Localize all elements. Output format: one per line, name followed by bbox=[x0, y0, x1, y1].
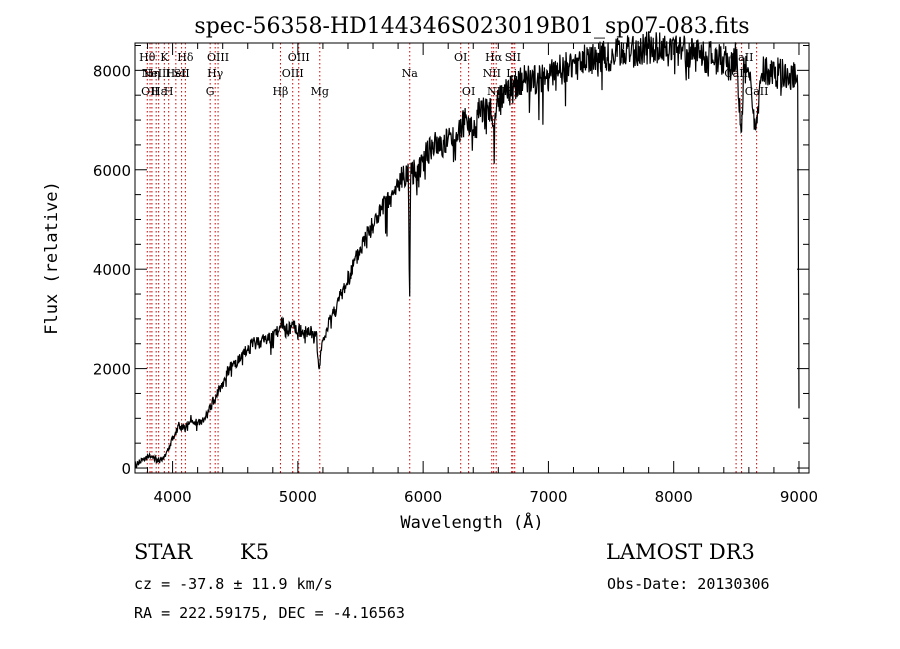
x-tick-label-1: 5000 bbox=[279, 488, 317, 506]
line-label-4: Hε bbox=[151, 85, 167, 98]
line-label-7: HeI bbox=[166, 67, 186, 80]
ra-dec: RA = 222.59175, DEC = -4.16563 bbox=[134, 604, 405, 622]
plot-frame bbox=[134, 42, 810, 474]
line-label-3: NeIII bbox=[142, 67, 171, 80]
line-label-0: Hθ bbox=[139, 51, 156, 64]
line-label-14: OIII bbox=[282, 67, 304, 80]
observation-date: Obs-Date: 20130306 bbox=[607, 575, 770, 593]
line-label-6: H bbox=[164, 85, 174, 98]
line-label-15: OIII bbox=[288, 51, 310, 64]
line-label-10: G bbox=[206, 85, 215, 98]
line-label-1: OII bbox=[141, 85, 159, 98]
spectral-line-markers bbox=[146, 43, 758, 473]
x-tick-label-4: 8000 bbox=[655, 488, 693, 506]
line-label-23: Li bbox=[506, 67, 517, 80]
x-tick-label-2: 6000 bbox=[404, 488, 442, 506]
y-tick-label-3: 6000 bbox=[93, 162, 131, 180]
y-tick-label-0: 0 bbox=[121, 460, 131, 478]
object-class: STAR bbox=[134, 540, 193, 564]
line-label-21: Hα bbox=[485, 51, 503, 64]
line-label-17: Na bbox=[402, 67, 419, 80]
line-label-2: Hη bbox=[144, 67, 160, 80]
y-tick-label-4: 8000 bbox=[93, 62, 131, 80]
axis-ticks: 4000 5000 6000 7000 8000 9000 0 2000 4000 6000 800… bbox=[93, 43, 818, 506]
chart-title: spec-56358-HD144346S023019B01_sp07-083.f… bbox=[194, 14, 749, 39]
x-tick-label-3: 7000 bbox=[529, 488, 567, 506]
line-label-19: OI bbox=[462, 85, 475, 98]
line-label-13: Hβ bbox=[272, 85, 288, 98]
line-label-20: NII bbox=[483, 67, 501, 80]
x-tick-label-5: 9000 bbox=[780, 488, 818, 506]
line-label-16: Mg bbox=[311, 85, 329, 98]
y-axis-label: Flux (relative) bbox=[42, 181, 62, 335]
redshift-cz: cz = -37.8 ± 11.9 km/s bbox=[134, 575, 333, 593]
line-label-28: CaII bbox=[745, 85, 769, 98]
line-label-11: Hγ bbox=[207, 67, 224, 80]
x-axis-label: Wavelength (Å) bbox=[400, 511, 543, 533]
flux-series-line bbox=[134, 31, 800, 469]
line-label-18: OI bbox=[454, 51, 467, 64]
line-label-12: OIII bbox=[207, 51, 229, 64]
y-tick-label-2: 4000 bbox=[93, 261, 131, 279]
y-tick-label-1: 2000 bbox=[93, 361, 131, 379]
line-label-24: SII bbox=[505, 51, 521, 64]
survey-name: LAMOST DR3 bbox=[606, 540, 755, 564]
line-label-9: Hδ bbox=[177, 51, 194, 64]
x-tick-label-0: 4000 bbox=[153, 488, 191, 506]
line-label-5: K bbox=[160, 51, 169, 64]
line-label-8: SII bbox=[173, 67, 189, 80]
object-subclass: K5 bbox=[240, 540, 270, 564]
